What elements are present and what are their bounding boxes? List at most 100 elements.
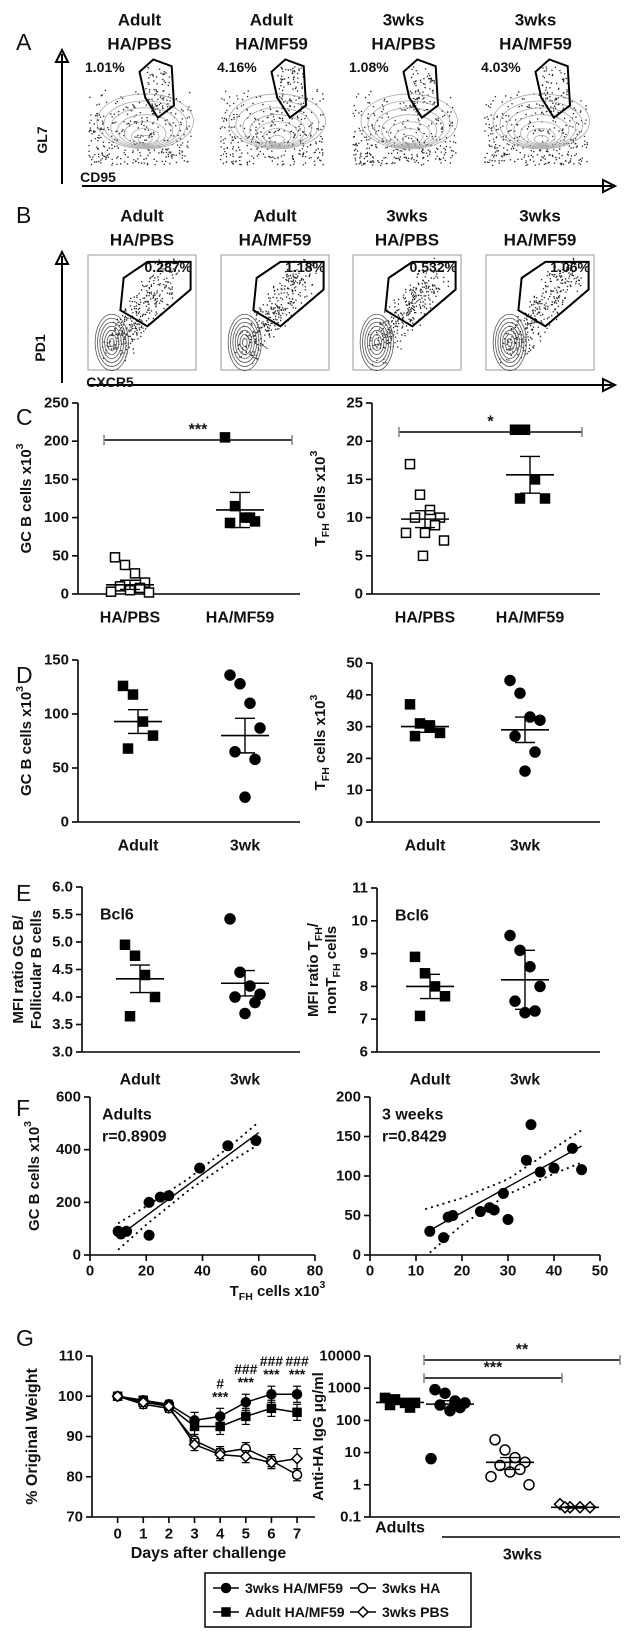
- marker: [541, 494, 550, 503]
- x-tick-label: 3wk: [510, 1072, 540, 1089]
- label-part: FH: [320, 523, 332, 537]
- marker: [240, 792, 250, 802]
- contour: [382, 115, 437, 146]
- y-tick-label: 100: [44, 509, 69, 526]
- contour: [363, 318, 392, 366]
- x-tick-label: 80: [307, 1263, 324, 1280]
- y-tick-label: 30: [346, 718, 363, 735]
- y-tick-label: 6: [360, 1044, 368, 1061]
- contour: [107, 334, 117, 350]
- panel-letter: B: [16, 202, 31, 228]
- y-tick-label: 40: [346, 686, 363, 703]
- y-tick-label: 15: [346, 471, 363, 488]
- label-part: cells x10: [312, 700, 329, 767]
- contour: [131, 129, 159, 145]
- contour: [374, 338, 379, 346]
- x-tick-label: 60: [250, 1263, 267, 1280]
- y-tick-label: 3.5: [52, 1016, 73, 1033]
- x-tick-label: 6: [267, 1526, 275, 1543]
- flow-title: Adult: [250, 11, 294, 30]
- fit-line: [118, 1133, 259, 1237]
- point: [194, 1163, 205, 1174]
- y-tick-label: 150: [336, 1128, 361, 1145]
- label-part: GC B cells x10: [18, 692, 35, 796]
- flow-title: HA/PBS: [107, 35, 171, 54]
- gate-percent: 0.532%: [410, 259, 458, 275]
- label-part: T: [312, 781, 329, 790]
- marker: [358, 1607, 368, 1617]
- annotation: ***: [289, 1366, 306, 1382]
- marker: [191, 1422, 199, 1430]
- y-tick-label: 50: [52, 760, 69, 777]
- marker: [511, 425, 520, 434]
- flow-y-label: PD1: [32, 334, 48, 361]
- contour: [498, 322, 522, 362]
- y-tick-label: 150: [44, 471, 69, 488]
- panel-letter: E: [16, 880, 31, 906]
- y-tick-label: 0: [355, 586, 363, 603]
- marker: [530, 1006, 540, 1016]
- label-part: /: [305, 922, 322, 927]
- contour: [233, 322, 257, 362]
- flow-events: [484, 66, 588, 166]
- point: [144, 1197, 155, 1208]
- significance-label: *: [487, 414, 494, 431]
- label-part: 3: [14, 686, 26, 692]
- axis-label: Days after challenge: [131, 1545, 287, 1562]
- contour: [250, 115, 305, 146]
- y-tick-label: 600: [56, 1089, 81, 1106]
- y-tick-label: 4.0: [52, 989, 73, 1006]
- marker: [516, 494, 525, 503]
- y-tick-label: 0: [355, 814, 363, 831]
- y-tick-label: 50: [344, 1207, 361, 1224]
- marker: [241, 1398, 250, 1407]
- panel-letter: D: [16, 662, 33, 688]
- label-part: MFI ratio GC B/: [10, 915, 27, 1024]
- marker: [505, 675, 515, 685]
- flow-title: Adult: [253, 207, 297, 226]
- axis-label: MFI ratio GC B/: [10, 915, 27, 1024]
- y-tick-label: 1000: [328, 1380, 361, 1397]
- x-tick-label: 0: [86, 1263, 94, 1280]
- y-tick-label: 10000: [319, 1348, 361, 1365]
- figure: ABCDEFGGL7CD95AdultHA/PBS1.01%AdultHA/MF…: [0, 0, 642, 1631]
- axis-label: TFH cells x103: [230, 1279, 326, 1303]
- marker: [402, 528, 411, 537]
- legend-label: 3wks HA/MF59: [245, 1580, 343, 1596]
- flow-title: HA/PBS: [371, 35, 435, 54]
- point: [535, 1167, 546, 1178]
- marker: [419, 551, 428, 560]
- axis-label: TFH cells x103: [308, 450, 332, 546]
- x-tick-label: 0: [366, 1263, 374, 1280]
- x-tick-label: HA/PBS: [395, 610, 456, 627]
- y-tick-label: 150: [44, 652, 69, 669]
- y-tick-label: 10: [351, 912, 368, 929]
- point: [163, 1190, 174, 1201]
- contour: [242, 338, 247, 346]
- y-tick-label: 110: [59, 1348, 83, 1365]
- flow-title: 3wks: [383, 11, 425, 30]
- x-tick-label: 5: [242, 1526, 250, 1543]
- marker: [510, 731, 520, 741]
- contour: [521, 122, 562, 146]
- panel-letter: G: [16, 1325, 34, 1351]
- label-part: Days after challenge: [131, 1545, 287, 1562]
- contour: [243, 108, 312, 147]
- marker: [411, 513, 420, 522]
- axis-label: GC B cells x103: [22, 1121, 43, 1231]
- gate-percent: 1.18%: [285, 259, 325, 275]
- label-part: 3: [14, 443, 26, 449]
- group-label: 3wks: [503, 1547, 542, 1564]
- gate-percent: 4.16%: [217, 59, 257, 75]
- contour: [367, 326, 386, 358]
- x-tick-label: Adult: [120, 1072, 162, 1089]
- marker: [524, 1480, 534, 1490]
- label-part: T: [230, 1283, 239, 1300]
- annotation: r=0.8429: [382, 1129, 447, 1146]
- annotation: Bcl6: [395, 908, 429, 925]
- label-part: cells x10: [312, 456, 329, 523]
- marker: [119, 681, 128, 690]
- marker: [293, 1390, 302, 1399]
- marker: [293, 1408, 301, 1416]
- y-tick-label: 10: [346, 509, 363, 526]
